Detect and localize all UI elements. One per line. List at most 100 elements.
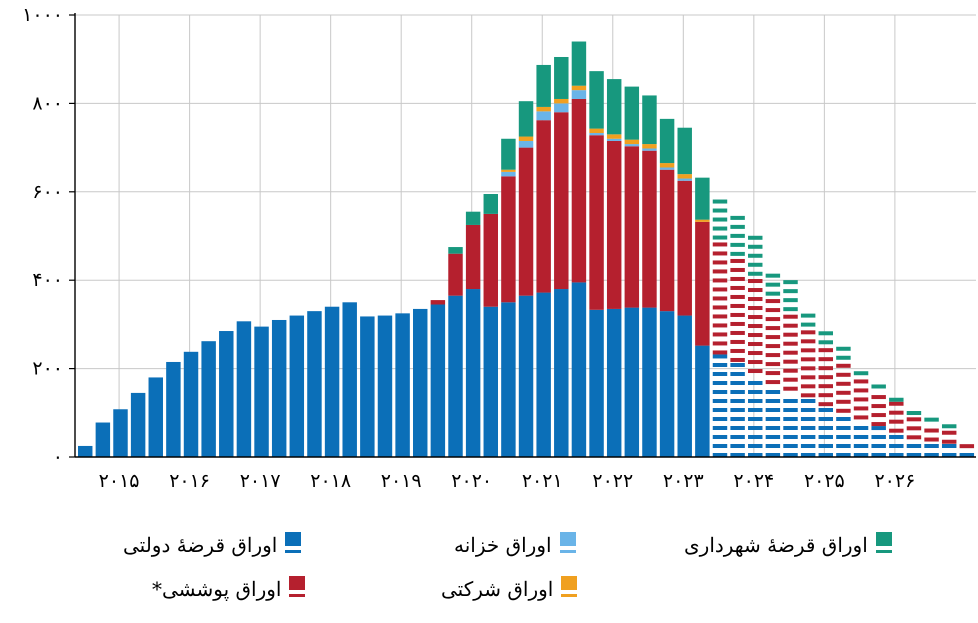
legend-label-government-bonds: اوراق قرضهٔ دولتی [123,533,278,557]
bar-segment [624,144,640,147]
bar-segment [571,85,587,91]
bar-segment [642,307,657,457]
bar-segment [642,148,657,151]
bar-segment [183,351,199,457]
bar-segment-projected [889,435,904,439]
legend-label-covered-bonds: اوراق پوششی* [152,577,282,601]
bar-segment-projected [924,417,939,422]
bar-segment-projected [818,375,834,380]
bar-segment [324,306,340,457]
bar-segment [571,282,587,457]
bar-segment-projected [748,435,763,439]
bar-segment [501,138,516,170]
bar-segment [518,295,534,457]
bar-segment [501,302,516,457]
bar-segment-projected [889,428,904,433]
bar-segment [465,224,481,290]
x-tick-label: ۲۰۱۵ [99,470,140,492]
legend-item-corporate-bonds: اوراق شرکتی [441,576,578,602]
bar-segment-projected [783,307,798,312]
bar-segment [589,135,604,310]
bar-segment [624,146,640,308]
bar-segment-projected [853,453,869,457]
y-tick-label: ۰ [53,446,63,468]
bar-segment [624,307,640,457]
bar-segment-projected [712,381,728,385]
bar-segment [501,176,516,303]
bar-segment-projected [818,348,834,353]
y-tick-label: ۱۰۰۰ [22,4,63,26]
bar-segment [483,213,498,307]
bar-segment-projected [783,289,798,294]
bar-segment-projected [748,271,763,276]
bar-segment-projected [853,435,869,439]
bar-segment-projected [730,399,745,403]
bar-segment-projected [924,437,939,442]
bar-segment [430,300,446,305]
bar-segment-projected [818,366,834,371]
bar-segment [677,315,692,457]
bar-segment-projected [783,417,798,421]
bar-segment-projected [748,315,763,320]
bar-segment-projected [765,335,781,340]
legend-item-treasury-bonds: اوراق خزانه [454,532,576,558]
bar-segment-projected [906,435,922,440]
bar-segment-projected [959,444,975,449]
bar-segment [677,174,692,179]
bar-segment-projected [712,426,728,430]
bar-segment-projected [712,435,728,439]
bar-segment [377,315,393,457]
bar-segment-projected [712,269,728,274]
bar-segment [695,219,710,222]
bar-segment [289,315,305,457]
bar-segment [536,292,551,457]
bar-segment-projected [800,393,816,398]
bar-segment-projected [836,417,851,421]
bar-segment-projected [730,312,745,317]
bar-segment-projected [941,424,957,429]
bar-segment-projected [765,308,781,313]
bar-segment-projected [836,399,851,404]
bar-segment [395,313,410,457]
bar-segment-projected [871,395,886,400]
bar-segment-projected [730,258,745,263]
bar-segment-projected [730,321,745,326]
bar-segment [536,64,551,107]
bar-segment-projected [712,287,728,292]
bar-segment-projected [712,314,728,319]
bar-segment-projected [853,406,869,411]
bar-segment-projected [889,397,904,402]
bar-segment-projected [712,323,728,328]
bar-segment-projected [730,339,745,344]
legend-swatch-fill [561,576,578,590]
bar-segment-projected [712,399,728,403]
bar-segment-projected [765,362,781,367]
legend-swatch-government-bonds [285,532,302,558]
bar-segment-projected [765,353,781,358]
bar-segment-projected [730,242,745,247]
bar-segment [642,150,657,308]
bar-segment [465,289,481,457]
bar-segment-projected [836,426,851,430]
bar-segment [307,311,322,457]
bar-segment [589,309,604,457]
bar-segment-projected [783,341,798,346]
y-tick-label: ۸۰۰ [32,92,63,114]
bar-segment [695,177,710,220]
bar-segment-projected [800,330,816,335]
x-tick-label: ۲۰۲۴ [733,470,774,492]
bar-segment-projected [836,408,851,413]
bar-segment-projected [712,208,728,213]
bar-segment-projected [783,359,798,364]
x-tick-label: ۲۰۱۸ [310,470,351,492]
bar-segment-projected [853,397,869,402]
y-tick-label: ۲۰۰ [32,358,63,380]
bar-segment [95,422,111,457]
bar-segment-projected [748,390,763,394]
bar-segment-projected [712,453,728,457]
bar-segment-projected [765,317,781,322]
legend-swatch-municipal-bonds [875,532,892,558]
bar-segment-projected [765,273,781,278]
bar-segment-projected [712,372,728,376]
bar-segment-projected [748,444,763,448]
